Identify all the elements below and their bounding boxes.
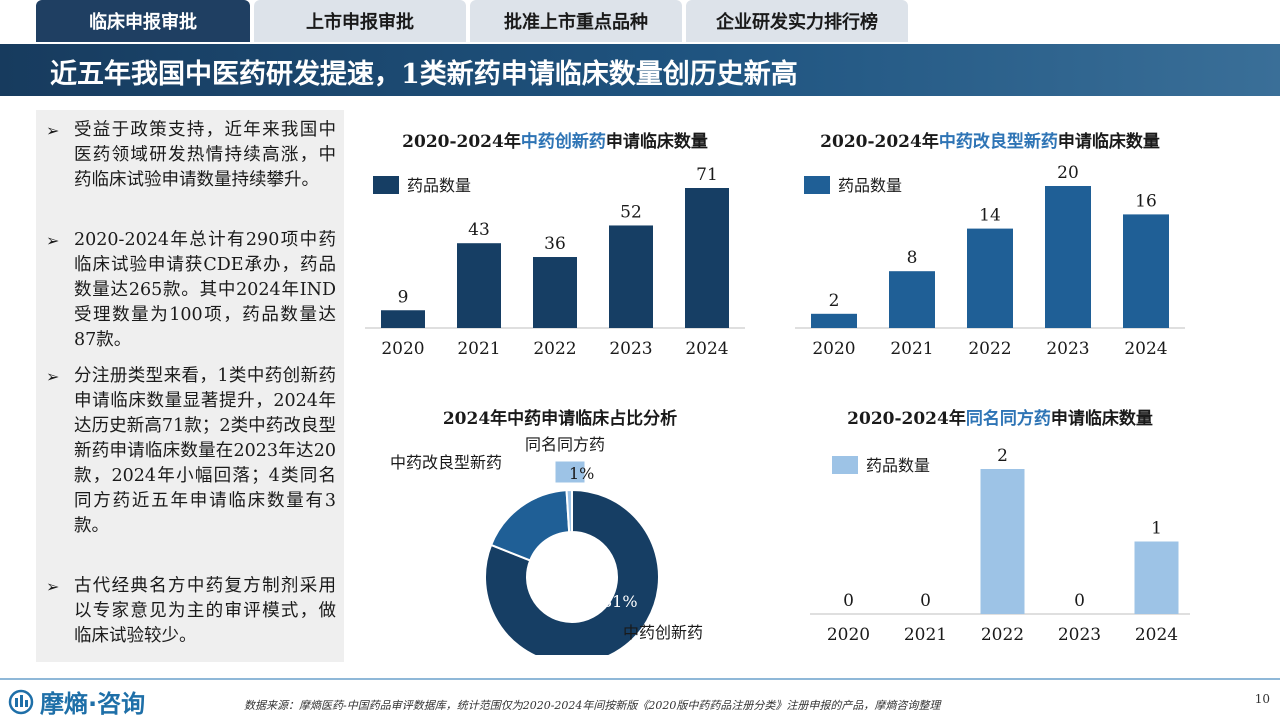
- tick-label-2020: 2020: [827, 625, 870, 645]
- chart-innovative-drugs: 2020-2024年中药创新药申请临床数量 药品数量 9 2020 43 2021 36 2…: [365, 125, 745, 365]
- data-label-2022: 14: [979, 206, 1001, 226]
- chart-title: 2020-2024年中药改良型新药申请临床数量: [820, 132, 1160, 152]
- slice-同名同方药: [565, 488, 573, 534]
- bar-2024: [685, 188, 729, 328]
- bar-2023: [1045, 186, 1091, 328]
- legend-label: 药品数量: [866, 456, 930, 475]
- bullet-item: ➢ 受益于政策支持，近年来我国中医药领域研发热情持续高涨，中药临床试验申请数量持…: [46, 120, 336, 190]
- tick-label-2022: 2022: [533, 339, 576, 359]
- page-title: 近五年我国中医药研发提速，1类新药申请临床数量创历史新高: [50, 59, 798, 90]
- chart-same-formula-drugs: 2020-2024年同名同方药申请临床数量 药品数量 0 2020 0 2021 2 202…: [810, 400, 1190, 645]
- data-label-2020: 9: [398, 287, 409, 307]
- data-label-2021: 8: [907, 248, 918, 268]
- tick-label-2023: 2023: [1058, 625, 1101, 645]
- bar-2021: [457, 243, 501, 328]
- chart-title: 2024年中药申请临床占比分析: [442, 409, 678, 429]
- bar-2021: [889, 271, 935, 328]
- tick-label-2024: 2024: [1135, 625, 1178, 645]
- donut-chart-svg: 81% 中药创新药 18%中药改良型新药 1% 同名同方药: [390, 435, 703, 655]
- data-label-2024: 1: [1151, 519, 1162, 539]
- tick-label-2021: 2021: [890, 339, 933, 359]
- data-label-2024: 16: [1135, 191, 1157, 211]
- tab-rd-ranking[interactable]: 企业研发实力排行榜: [686, 0, 908, 42]
- data-source-note: 数据来源：摩熵医药-中国药品审评数据库，统计范围仅为2020-2024年间按新版…: [244, 699, 941, 712]
- data-label-2021: 43: [468, 220, 490, 240]
- legend-label: 药品数量: [838, 176, 902, 195]
- legend-swatch: [804, 176, 830, 194]
- bar-chart-svg: 药品数量 0 2020 0 2021 2 2022 0 2023 1 2024: [810, 446, 1190, 645]
- bar-2024: [1134, 541, 1179, 614]
- logo-icon: [8, 689, 34, 714]
- slice-label-中药创新药: 81%: [602, 592, 638, 611]
- data-label-2021: 0: [920, 591, 931, 611]
- arrow-bullet-icon: ➢: [46, 367, 60, 386]
- arrow-bullet-icon: ➢: [46, 577, 60, 596]
- bar-2023: [609, 225, 653, 328]
- chart-improved-drugs: 2020-2024年中药改良型新药申请临床数量 药品数量 2 2020 8 2021 14…: [790, 125, 1190, 365]
- tab-clinical-approval[interactable]: 临床申报审批: [36, 0, 250, 42]
- chart-title: 2020-2024年同名同方药申请临床数量: [847, 409, 1153, 429]
- bullet-item: ➢ 古代经典名方中药复方制剂采用以专家意见为主的审评模式，做临床试验较少。: [46, 576, 336, 646]
- summary-panel: ➢ 受益于政策支持，近年来我国中医药领域研发热情持续高涨，中药临床试验申请数量持…: [36, 110, 344, 662]
- legend-swatch: [373, 176, 399, 194]
- chart-title: 2020-2024年中药创新药申请临床数量: [402, 132, 708, 152]
- bar-2022: [967, 228, 1013, 328]
- data-label-2020: 2: [829, 291, 840, 311]
- tick-label-2020: 2020: [381, 339, 424, 359]
- tick-label-2023: 2023: [1046, 339, 1089, 359]
- top-tab-bar: 临床申报审批 上市申报审批 批准上市重点品种 企业研发实力排行榜: [36, 0, 908, 44]
- company-logo: 摩熵·咨询: [8, 684, 145, 719]
- arrow-bullet-icon: ➢: [46, 121, 60, 140]
- slice-label-中药改良型新药: 18%: [503, 484, 539, 503]
- bar-2020: [381, 310, 425, 328]
- tick-label-2024: 2024: [685, 339, 728, 359]
- slice-name-中药改良型新药: 中药改良型新药: [390, 453, 502, 472]
- tick-label-2021: 2021: [904, 625, 947, 645]
- tick-label-2022: 2022: [968, 339, 1011, 359]
- data-label-2023: 0: [1074, 591, 1085, 611]
- bar-2022: [980, 469, 1025, 614]
- tab-key-varieties[interactable]: 批准上市重点品种: [470, 0, 682, 42]
- bar-2020: [811, 313, 857, 328]
- footer-divider: [0, 678, 1280, 680]
- data-label-2022: 2: [997, 446, 1008, 466]
- tick-label-2023: 2023: [609, 339, 652, 359]
- data-label-2023: 52: [620, 202, 642, 222]
- slice-label-同名同方药: 1%: [569, 464, 594, 483]
- tick-label-2024: 2024: [1124, 339, 1167, 359]
- bullet-item: ➢ 分注册类型来看，1类中药创新药申请临床数量显著提升，2024年达历史新高71…: [46, 366, 336, 536]
- data-label-2023: 20: [1057, 163, 1079, 183]
- data-label-2022: 36: [544, 234, 566, 254]
- legend-label: 药品数量: [407, 176, 471, 195]
- tab-market-approval[interactable]: 上市申报审批: [254, 0, 466, 42]
- chart-share-2024: 2024年中药申请临床占比分析 81% 中药创新药 18% 中药改良型新药 1% 同名同方…: [370, 400, 750, 655]
- tick-label-2020: 2020: [812, 339, 855, 359]
- title-bar: 近五年我国中医药研发提速，1类新药申请临床数量创历史新高: [0, 44, 1280, 96]
- bar-chart-svg: 药品数量 9 2020 43 2021 36 2022 52 2023 71 2024: [365, 165, 745, 359]
- slice-中药创新药: [484, 488, 660, 655]
- tick-label-2021: 2021: [457, 339, 500, 359]
- logo-text: 摩熵·咨询: [40, 690, 146, 718]
- legend-swatch: [832, 456, 858, 474]
- page-number: 10: [1254, 692, 1270, 706]
- bar-2024: [1123, 214, 1169, 328]
- bullet-item: ➢ 2020-2024年总计有290项中药临床试验申请获CDE承办，药品数量达2…: [46, 230, 336, 350]
- slice-name-中药创新药: 中药创新药: [623, 623, 703, 642]
- arrow-bullet-icon: ➢: [46, 231, 60, 250]
- bar-2022: [533, 257, 577, 328]
- slice-name-同名同方药: 同名同方药: [525, 435, 605, 454]
- bar-chart-svg: 药品数量 2 2020 8 2021 14 2022 20 2023 16 2024: [795, 163, 1185, 359]
- data-label-2024: 71: [696, 165, 718, 185]
- slice-label-box: [554, 460, 586, 484]
- data-label-2020: 0: [843, 591, 854, 611]
- tick-label-2022: 2022: [981, 625, 1024, 645]
